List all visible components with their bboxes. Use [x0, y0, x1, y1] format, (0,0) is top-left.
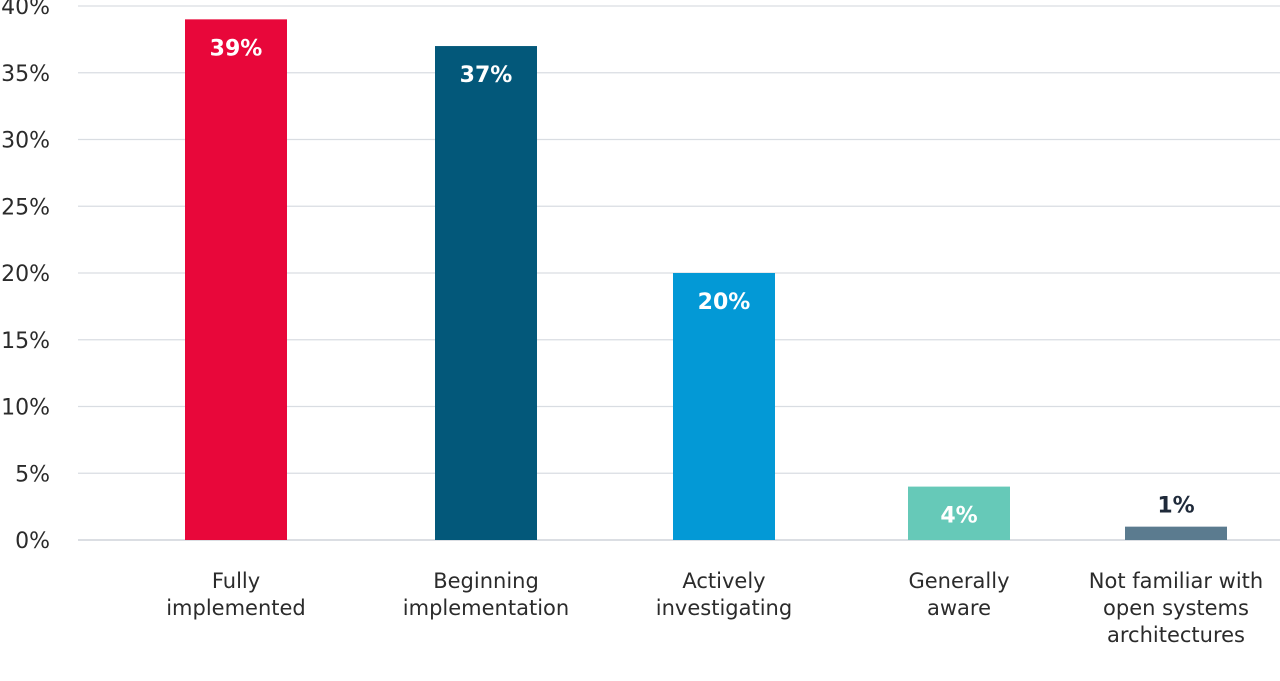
- category-label-3-line-0: Generally: [908, 569, 1009, 593]
- y-tick-label-15: 15%: [1, 329, 50, 354]
- y-tick-label-25: 25%: [1, 195, 50, 220]
- bar-3: [908, 486, 1010, 540]
- value-label-2: 20%: [698, 290, 751, 315]
- y-tick-label-5: 5%: [15, 462, 50, 487]
- category-label-4-line-0: Not familiar with: [1089, 569, 1263, 593]
- value-label-0: 39%: [210, 36, 263, 61]
- category-label-2-line-1: investigating: [656, 596, 792, 620]
- x-axis-category-labels: Fully implemented Beginning implementation A…: [166, 569, 1263, 647]
- category-label-2: Actively investigating: [656, 569, 792, 620]
- y-tick-label-0: 0%: [15, 529, 50, 554]
- category-label-3: Generally aware: [908, 569, 1009, 620]
- value-labels: 39% 37% 20% 4% 1%: [210, 36, 1195, 528]
- bar-4: [1125, 526, 1227, 540]
- category-label-4-line-2: architectures: [1107, 623, 1245, 647]
- category-label-0: Fully implemented: [166, 569, 306, 620]
- category-label-4: Not familiar with open systems architectur…: [1089, 569, 1263, 647]
- category-label-0-line-0: Fully: [212, 569, 260, 593]
- y-axis-tick-labels: 0% 5% 10% 15% 20% 25% 30% 35% 40%: [1, 0, 50, 554]
- category-label-4-line-1: open systems: [1103, 596, 1249, 620]
- y-tick-label-40: 40%: [1, 0, 50, 20]
- category-label-1-line-0: Beginning: [433, 569, 539, 593]
- bar-0: [185, 19, 287, 541]
- y-tick-label-20: 20%: [1, 262, 50, 287]
- y-tick-label-35: 35%: [1, 62, 50, 87]
- category-label-1-line-1: implementation: [403, 596, 569, 620]
- value-label-1: 37%: [460, 63, 513, 88]
- category-label-2-line-0: Actively: [682, 569, 765, 593]
- bar-1: [435, 46, 537, 541]
- bar-2: [673, 273, 775, 540]
- bars: [185, 19, 1227, 541]
- y-tick-label-30: 30%: [1, 129, 50, 154]
- category-label-3-line-1: aware: [927, 596, 991, 620]
- value-label-3: 4%: [940, 504, 977, 529]
- category-label-0-line-1: implemented: [166, 596, 306, 620]
- category-label-1: Beginning implementation: [403, 569, 569, 620]
- value-label-4: 1%: [1157, 494, 1194, 519]
- y-tick-label-10: 10%: [1, 396, 50, 421]
